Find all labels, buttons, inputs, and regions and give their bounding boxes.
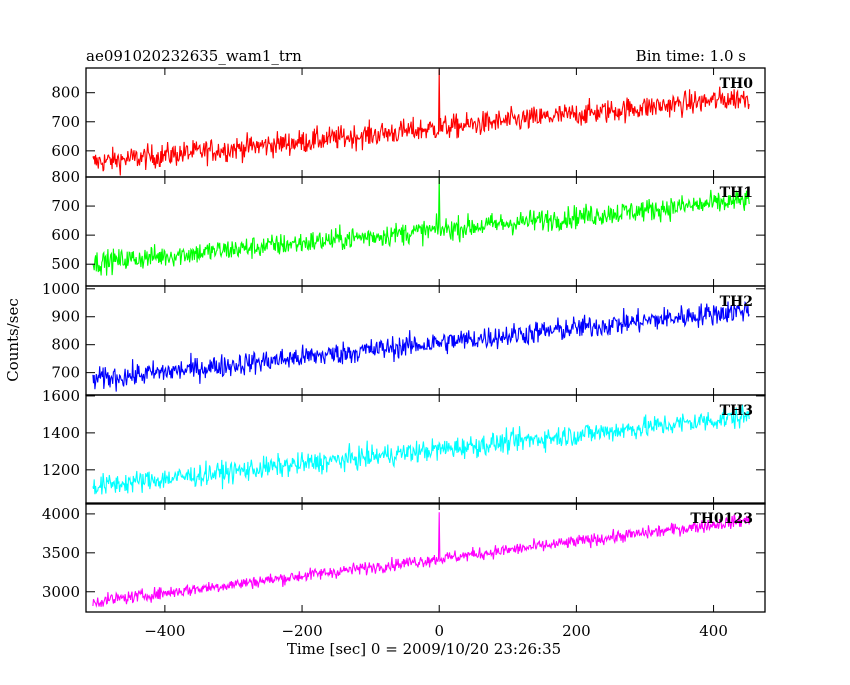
panel-label-th1: TH1	[720, 185, 753, 201]
panels-group: 600 700 800 TH0 500 600 700 800 TH1 700 800 900 1000…	[42, 67, 766, 640]
y-tick-label-th3: 1200	[42, 461, 80, 479]
panel-label-th0: TH0	[720, 76, 754, 92]
y-tick-label-th1: 600	[51, 226, 80, 244]
panel-th0: 600 700 800 TH0	[51, 67, 766, 178]
bin-time-label: Bin time: 1.0 s	[636, 47, 746, 65]
x-tick-label: −200	[281, 622, 322, 640]
y-tick-label-th0123: 4000	[42, 505, 80, 523]
panel-label-th3: TH3	[720, 403, 753, 419]
x-tick-label: 0	[434, 622, 444, 640]
panel-frame-th0123	[85, 502, 766, 613]
chart-title: ae091020232635_wam1_trn	[86, 47, 302, 65]
y-tick-label-th2: 900	[51, 308, 80, 326]
series-line-th1	[92, 177, 750, 276]
y-tick-label-th3: 1400	[42, 424, 80, 442]
panel-th2: 700 800 900 1000 TH2	[42, 280, 766, 396]
x-tick-label: 400	[699, 622, 728, 640]
x-tick-label: 200	[562, 622, 591, 640]
y-tick-label-th3: 1600	[42, 387, 80, 405]
y-tick-label-th1: 800	[51, 168, 80, 186]
series-line-th0	[92, 69, 750, 176]
y-tick-label-th2: 1000	[42, 280, 80, 298]
panel-frame-th0	[85, 67, 766, 178]
x-axis-title: Time [sec] 0 = 2009/10/20 23:26:35	[287, 640, 561, 658]
y-tick-label-th1: 700	[51, 197, 80, 215]
panel-frame-th3	[85, 394, 766, 505]
y-tick-label-th0: 600	[51, 142, 80, 160]
series-line-th2	[92, 300, 750, 392]
y-tick-label-th0: 800	[51, 84, 80, 102]
y-axis-title: Counts/sec	[4, 298, 22, 382]
panel-frame-th2	[85, 285, 766, 396]
panel-th0123: 3000 3500 4000 TH0123	[42, 502, 766, 613]
series-line-th3	[92, 404, 750, 495]
panel-th3: 1200 1400 1600 TH3	[42, 387, 766, 505]
panel-th1: 500 600 700 800 TH1	[51, 168, 766, 287]
y-tick-label-th0123: 3500	[42, 544, 80, 562]
y-tick-label-th2: 800	[51, 336, 80, 354]
y-tick-label-th2: 700	[51, 364, 80, 382]
y-tick-label-th0: 700	[51, 113, 80, 131]
panel-label-th0123: TH0123	[690, 511, 753, 527]
panel-label-th2: TH2	[720, 294, 753, 310]
series-line-th0123	[92, 512, 750, 608]
y-tick-label-th1: 500	[51, 255, 80, 273]
y-tick-label-th0123: 3000	[42, 583, 80, 601]
x-tick-label: −400	[144, 622, 185, 640]
